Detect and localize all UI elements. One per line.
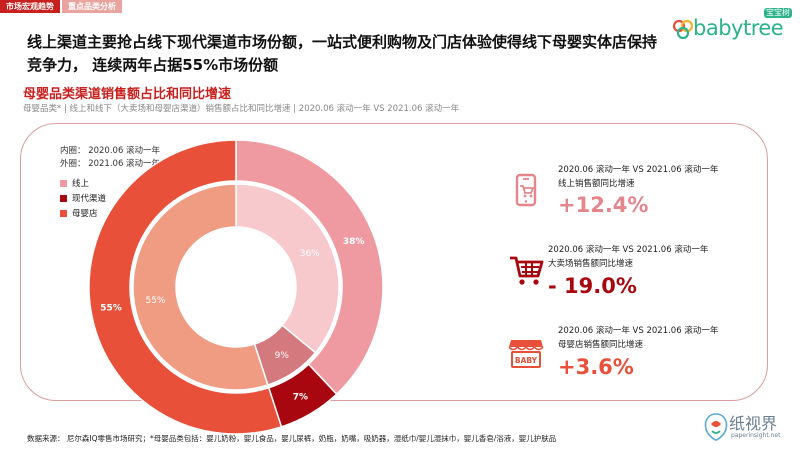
headline: 线上渠道主要抢占线下现代渠道市场份额，一站式便利购物及门店体验使得线下母婴实体店… <box>27 33 658 74</box>
chart-panel <box>20 123 768 401</box>
inner-ring-label-online: 36% <box>300 249 320 259</box>
watermark-text: 纸视界 <box>729 414 778 433</box>
stat-modern-period: 2020.06 滚动一年 VS 2021.06 滚动一年 <box>548 245 709 255</box>
stat-store-label: 母婴店销售额同比增速 <box>558 340 644 350</box>
watermark-url: paperinsight.net <box>731 432 781 439</box>
stat-store-period: 2020.06 滚动一年 VS 2021.06 滚动一年 <box>558 326 719 336</box>
data-source-note: 数据来源： 尼尔森IQ零售市场研究；*母婴品类包括：婴儿奶粉，婴儿食品，婴儿尿裤… <box>27 434 557 443</box>
logo-mark-icon <box>672 19 694 40</box>
outer-ring-label-modern: 7% <box>293 392 308 402</box>
outer-ring-slice-store <box>88 139 283 435</box>
logo-text: babytree <box>693 16 784 40</box>
stat-online-period: 2020.06 滚动一年 VS 2021.06 滚动一年 <box>558 165 719 175</box>
stat-online-value: +12.4% <box>558 193 649 217</box>
legend-swatch-online <box>60 179 67 187</box>
legend-item-online: 线上 <box>60 177 89 189</box>
outer-ring-label-online: 38% <box>343 237 365 247</box>
babytree-logo: babytree 宝宝树 <box>672 8 792 44</box>
outer-ring-label-store: 55% <box>100 303 122 313</box>
stat-online-label: 线上销售额同比增速 <box>558 179 635 189</box>
top-tabs: 市场宏观趋势 重点品类分析 <box>0 0 122 13</box>
phone-cart-icon <box>515 173 537 207</box>
legend-swatch-store <box>60 209 67 217</box>
shopping-cart-icon <box>510 256 544 285</box>
baby-store-icon: BABY <box>508 340 544 368</box>
ring-note-outer: 外圈： 2021.06 滚动一年 <box>60 159 161 169</box>
tab-category-analysis[interactable]: 重点品类分析 <box>62 0 122 13</box>
inner-ring-slice-store <box>132 183 269 391</box>
inner-ring-label-modern: 9% <box>275 351 290 361</box>
section-title: 母婴品类渠道销售额占比和同比增速 <box>23 87 232 102</box>
legend-item-modern: 现代渠道 <box>60 192 106 204</box>
tab-market-trend[interactable]: 市场宏观趋势 <box>0 0 60 13</box>
stat-modern-value: - 19.0% <box>548 274 637 298</box>
stat-modern-label: 大卖场销售额同比增速 <box>548 259 634 269</box>
stat-store-value: +3.6% <box>558 355 634 379</box>
logo-badge: 宝宝树 <box>764 8 792 18</box>
inner-ring-slice-online <box>235 183 340 354</box>
watermark: 纸视界 paperinsight.net <box>703 408 795 446</box>
section-subtitle: 母婴品类* | 线上和线下（大卖场和母婴店渠道）销售额占比和同比增速 | 202… <box>23 104 460 114</box>
ring-note-inner: 内圈： 2020.06 滚动一年 <box>60 146 161 156</box>
svg-text:BABY: BABY <box>515 356 538 365</box>
legend-swatch-modern <box>60 194 67 202</box>
legend-label-online: 线上 <box>72 179 90 189</box>
legend-label-modern: 现代渠道 <box>72 194 107 204</box>
inner-ring-label-store: 55% <box>145 296 165 306</box>
watermark-logo-icon <box>704 413 728 441</box>
outer-ring-slice-online <box>235 139 384 396</box>
legend-item-store: 母婴店 <box>60 207 98 219</box>
legend-label-store: 母婴店 <box>72 209 98 219</box>
